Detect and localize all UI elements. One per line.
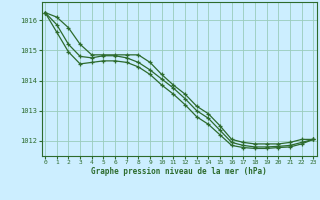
X-axis label: Graphe pression niveau de la mer (hPa): Graphe pression niveau de la mer (hPa): [91, 167, 267, 176]
